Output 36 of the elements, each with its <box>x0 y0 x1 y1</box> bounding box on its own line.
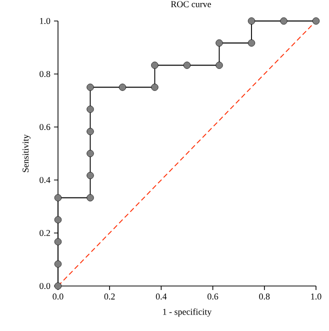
point <box>54 238 62 246</box>
x-tick-label: 0.8 <box>259 294 270 300</box>
point <box>216 39 223 47</box>
y-axis-title: Sensitivity <box>22 134 30 172</box>
y-tick-label: 0.8 <box>40 70 50 78</box>
point <box>248 39 256 47</box>
point <box>54 216 62 224</box>
point <box>54 282 62 290</box>
y-tick-label: 1.0 <box>40 18 50 24</box>
point <box>86 194 94 202</box>
point <box>86 172 94 180</box>
point <box>151 84 158 91</box>
point <box>216 62 223 69</box>
x-tick-label: 0.2 <box>104 294 115 300</box>
point <box>86 128 94 136</box>
x-tick-label: 0.4 <box>156 294 167 300</box>
point <box>54 260 62 268</box>
y-tick-label: 0.2 <box>40 230 50 236</box>
point <box>86 150 94 158</box>
point <box>183 62 191 69</box>
chart-title: ROC curve <box>170 1 211 8</box>
point <box>280 17 288 25</box>
y-tick-label: 0.0 <box>40 282 50 290</box>
x-axis-title: 1 - specificity <box>163 308 212 317</box>
y-tick-label: 0.4 <box>40 176 50 184</box>
y-tick-label: 0.6 <box>40 124 50 130</box>
point <box>151 62 158 69</box>
x-tick-label: 0.0 <box>52 294 64 300</box>
x-tick-label: 1.0 <box>311 294 322 300</box>
point <box>248 17 256 25</box>
point <box>312 17 320 25</box>
point <box>54 194 62 202</box>
point <box>118 84 126 91</box>
point <box>86 106 94 113</box>
point <box>86 84 94 91</box>
x-tick-label: 0.6 <box>208 294 218 300</box>
